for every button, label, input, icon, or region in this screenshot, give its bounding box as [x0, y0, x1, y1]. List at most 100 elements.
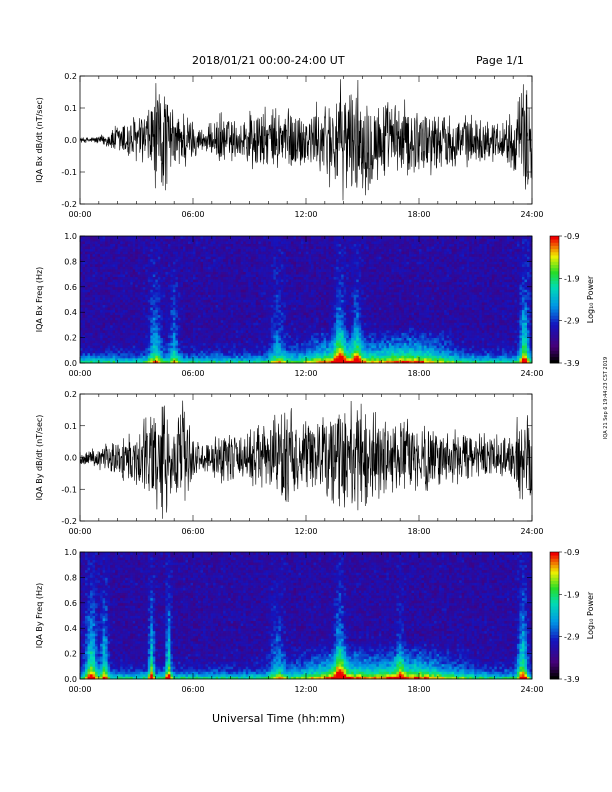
bx-spec-cell [240, 258, 244, 262]
bx-spec-cell [193, 258, 196, 262]
bx-spec-cell [200, 314, 204, 318]
bx-spec-cell [97, 263, 101, 267]
bx-spec-cell [170, 246, 174, 250]
bx-spec-cell [80, 347, 83, 351]
bx-spec-cell [208, 284, 211, 288]
bx-spec-cell [215, 352, 219, 356]
bx-spec-cell [248, 263, 252, 267]
bx-spec-cell [205, 251, 209, 255]
bx-spec-cell [245, 243, 249, 247]
bx-spec-cell [215, 302, 219, 305]
bx-spec-cell [193, 294, 196, 298]
bx-spec-cell [203, 319, 206, 323]
bx-spec-cell [137, 261, 141, 265]
bx-spec-cell [313, 266, 317, 270]
bx-spec-cell [293, 286, 297, 290]
bx-spec-cell [162, 327, 166, 331]
bx-spec-cell [233, 241, 237, 245]
bx-spec-cell [306, 271, 309, 275]
bx-spec-cell [170, 253, 174, 257]
bx-spec-cell [215, 248, 219, 252]
bx-spec-cell [245, 294, 249, 298]
bx-spec-cell [175, 274, 179, 278]
bx-spec-cell [127, 263, 131, 267]
bx-spec-cell [240, 309, 244, 313]
bx-spec-cell [285, 314, 289, 318]
bx-spec-cell [243, 337, 247, 341]
bx-spec-cell [233, 299, 237, 303]
bx-spec-cell [147, 263, 151, 267]
bx-spec-cell [230, 317, 234, 321]
bx-spec-cell [95, 347, 98, 351]
bx-spec-cell [218, 263, 222, 267]
bx-spec-cell [82, 296, 86, 300]
x-axis-title: Universal Time (hh:mm) [212, 712, 345, 725]
bx-spec-cell [142, 291, 146, 295]
bx-spec-cell [200, 340, 204, 344]
bx-spec-cell [162, 309, 166, 313]
bx-spec-cell [107, 281, 111, 285]
bx-spec-cell [203, 289, 206, 293]
bx-spec-cell [235, 256, 239, 260]
bx-spec-cell [190, 271, 194, 275]
bx-spec-cell [215, 304, 219, 308]
bx-spec-cell [82, 284, 86, 288]
bx-spec-cell [95, 304, 98, 308]
bx-spec-cell [230, 347, 234, 351]
bx-spec-cell [100, 271, 103, 275]
bx-spec-cell [97, 296, 101, 300]
bx-spec-cell [102, 258, 106, 262]
bx-spec-cell [177, 266, 181, 270]
bx-spec-cell [195, 296, 199, 300]
bx-spec-cell [260, 360, 264, 364]
bx-spec-cell [157, 284, 161, 288]
bx-spec-cell [90, 296, 93, 300]
bx-spec-cell [273, 337, 277, 341]
bx-spec-cell [152, 360, 156, 364]
bx-spec-cell [213, 329, 216, 333]
bx-spec-cell [298, 291, 302, 295]
bx-spec-cell [275, 350, 279, 354]
bx-spec-cell [285, 312, 289, 316]
bx-spec-cell [132, 360, 136, 364]
bx-spec-cell [220, 246, 224, 250]
bx-spec-cell [152, 340, 156, 344]
bx-spec-cell [245, 296, 249, 300]
bx-spec-cell [213, 322, 216, 326]
bx-spec-cell [100, 291, 103, 295]
bx-spec-cell [250, 246, 254, 250]
bx-spec-cell [132, 279, 136, 283]
bx-spec-cell [260, 276, 264, 280]
bx-spec-cell [225, 284, 229, 288]
bx-spec-cell [190, 291, 194, 295]
bx-spec-cell [248, 324, 252, 328]
bx-spec-cell [190, 319, 194, 323]
bx-spec-cell [316, 276, 319, 280]
bx-spec-cell [198, 251, 201, 255]
bx-spec-cell [82, 357, 86, 361]
bx-spec-cell [243, 357, 247, 361]
bx-spec-cell [170, 322, 174, 326]
bx-spec-cell [80, 327, 83, 331]
bx-spec-cell [240, 251, 244, 255]
bx-spec-cell [235, 345, 239, 349]
bx-spec-cell [145, 236, 149, 239]
bx-spec-cell [193, 304, 196, 308]
bx-spec-cell [147, 266, 151, 270]
bx-spec-cell [160, 261, 164, 265]
bx-spec-cell [177, 324, 181, 328]
bx-spec-cell [132, 266, 136, 270]
bx-spec-cell [205, 243, 209, 247]
bx-spec-cell [306, 335, 309, 338]
bx-spec-cell [215, 337, 219, 341]
bx-spec-cell [245, 309, 249, 313]
bx-spec-cell [140, 263, 144, 267]
bx-spec-cell [223, 299, 227, 303]
bx-spec-cell [140, 337, 144, 341]
bx-spec-cell [308, 352, 312, 356]
bx-spec-cell [243, 314, 247, 318]
bx-spec-cell [175, 347, 179, 351]
bx-spec-cell [220, 332, 224, 336]
bx-spec-cell [215, 261, 219, 265]
bx-spec-cell [105, 256, 109, 260]
